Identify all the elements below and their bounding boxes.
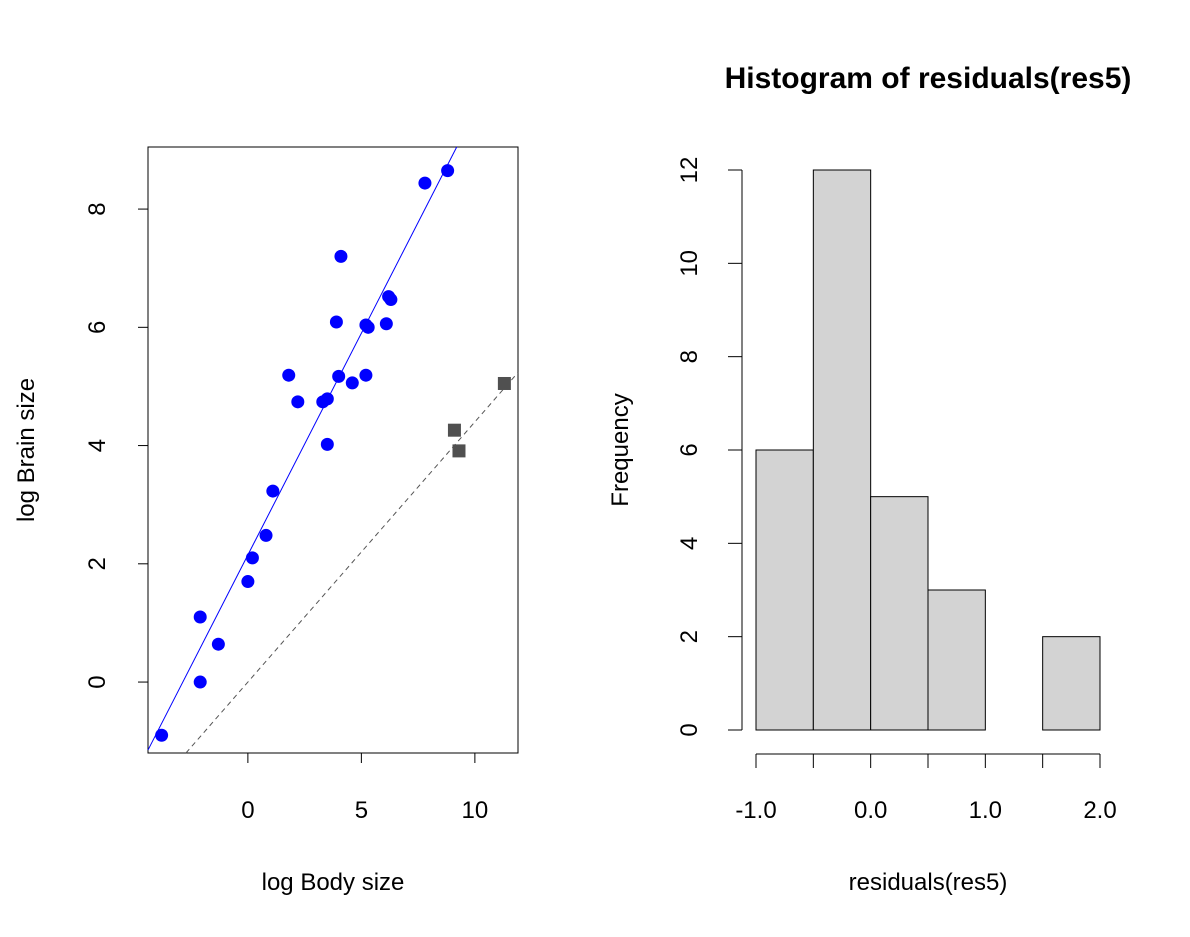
data-point-circle — [334, 249, 348, 263]
y-tick-label: 10 — [676, 250, 703, 277]
data-point-circle — [282, 368, 296, 382]
data-point-circle — [345, 376, 359, 390]
data-point-circle — [155, 728, 169, 742]
x-tick-label: 1.0 — [969, 797, 1002, 824]
y-tick-label: 8 — [676, 350, 703, 363]
data-point-circle — [384, 293, 398, 307]
y-tick-label: 4 — [676, 537, 703, 550]
y-tick-label: 12 — [676, 157, 703, 184]
data-point-circle — [361, 320, 375, 334]
histogram-panel: Histogram of residuals(res5) -1.0 0.0 1.0 2… — [607, 62, 1131, 896]
histogram-bar — [812, 169, 872, 731]
x-tick-label: 0.0 — [854, 797, 887, 824]
data-point-circle — [379, 317, 393, 331]
data-point-circle — [193, 675, 207, 689]
histogram-bar — [927, 589, 986, 731]
scatter-x-axis: 0 5 10 — [241, 753, 488, 824]
data-point-circle — [211, 637, 225, 651]
x-tick-label: -1.0 — [735, 797, 776, 824]
histogram-bar — [870, 496, 929, 731]
data-point-circle — [259, 528, 273, 542]
data-point-circle — [418, 176, 432, 190]
data-point-circle — [329, 315, 343, 329]
histogram-bars — [755, 169, 1101, 731]
data-point-circle — [320, 437, 334, 451]
data-point-square — [497, 376, 511, 390]
y-tick-label: 4 — [84, 439, 111, 452]
data-point-square — [447, 423, 461, 437]
data-point-circle — [332, 369, 346, 383]
data-point-circle — [193, 610, 207, 624]
y-tick-label: 2 — [84, 557, 111, 570]
data-point-circle — [245, 551, 259, 565]
reference-line-dashed — [185, 372, 519, 754]
histogram-bar — [755, 449, 814, 731]
scatter-y-axis-title: log Brain size — [13, 378, 40, 522]
data-point-circle — [320, 392, 334, 406]
data-point-circle — [266, 484, 280, 498]
histogram-x-axis: -1.0 0.0 1.0 2.0 — [735, 753, 1117, 824]
y-tick-label: 2 — [676, 630, 703, 643]
scatter-plot-box — [147, 146, 519, 754]
data-point-circle — [441, 164, 455, 178]
data-point-circle — [359, 368, 373, 382]
x-tick-label: 5 — [355, 797, 368, 824]
data-point-circle — [241, 575, 255, 589]
x-tick-label: 2.0 — [1083, 797, 1116, 824]
scatter-x-axis-title: log Body size — [262, 869, 405, 896]
y-tick-label: 6 — [676, 443, 703, 456]
scatter-points — [155, 164, 511, 742]
x-tick-label: 10 — [462, 797, 489, 824]
scatter-panel: 0 5 10 0 2 4 6 8 log Body size log Brain size — [13, 146, 519, 896]
y-tick-label: 0 — [676, 723, 703, 736]
x-tick-label: 0 — [241, 797, 254, 824]
histogram-bar — [1042, 636, 1101, 731]
y-tick-label: 8 — [84, 202, 111, 215]
y-tick-label: 6 — [84, 321, 111, 334]
histogram-x-axis-title: residuals(res5) — [849, 869, 1008, 896]
scatter-y-axis: 0 2 4 6 8 — [84, 202, 148, 689]
regression-line — [147, 146, 458, 751]
histogram-title: Histogram of residuals(res5) — [725, 62, 1132, 95]
histogram-y-axis: 0 2 4 6 8 10 12 — [676, 157, 743, 737]
data-point-square — [452, 444, 466, 458]
data-point-circle — [291, 395, 305, 409]
histogram-y-axis-title: Frequency — [607, 393, 634, 506]
y-tick-label: 0 — [84, 675, 111, 688]
scatter-fit-lines — [147, 146, 519, 754]
